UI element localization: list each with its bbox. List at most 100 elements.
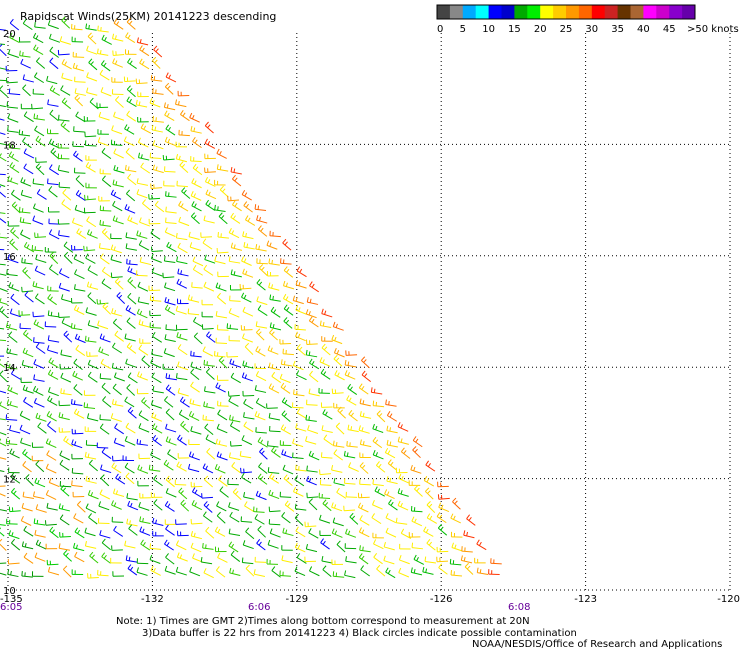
- wind-barb: [308, 498, 318, 511]
- wind-barb: [269, 425, 281, 433]
- wind-barb: [165, 124, 176, 136]
- wind-barb: [397, 436, 409, 445]
- wind-barb: [98, 501, 110, 511]
- wind-barb: [148, 285, 161, 292]
- wind-barb: [358, 425, 370, 434]
- wind-barb: [100, 253, 110, 265]
- wind-barb: [254, 556, 267, 563]
- wind-barb: [137, 137, 149, 148]
- wind-barb: [413, 554, 424, 565]
- wind-barb: [230, 212, 241, 224]
- wind-barb: [0, 538, 7, 551]
- wind-barb: [112, 318, 123, 331]
- wind-barb: [385, 399, 397, 407]
- wind-barb: [22, 491, 35, 499]
- wind-barb: [359, 545, 371, 553]
- wind-barb: [206, 331, 216, 343]
- wind-barb: [136, 308, 148, 319]
- wind-barb: [5, 362, 18, 370]
- wind-barb: [319, 320, 332, 328]
- wind-barb: [138, 501, 150, 511]
- wind-barb: [135, 99, 148, 108]
- wind-barb: [86, 87, 98, 96]
- wind-barb: [191, 201, 202, 212]
- wind-barb: [46, 502, 58, 511]
- wind-barb: [192, 136, 202, 149]
- wind-barb: [5, 65, 18, 72]
- wind-barb: [19, 216, 32, 225]
- wind-barb: [47, 345, 59, 354]
- wind-barb: [139, 45, 150, 57]
- wind-barb: [153, 499, 163, 511]
- wind-barb: [336, 487, 347, 499]
- wind-barb: [0, 572, 7, 576]
- wind-barb: [190, 518, 203, 525]
- wind-barb: [33, 374, 45, 382]
- wind-barb: [345, 556, 357, 564]
- wind-barb: [332, 571, 345, 578]
- wind-barb: [191, 500, 203, 511]
- wind-barb: [63, 241, 74, 253]
- wind-barb: [332, 321, 344, 331]
- wind-barb: [180, 499, 190, 512]
- wind-barb: [176, 256, 188, 265]
- wind-barb: [266, 440, 279, 448]
- wind-barb: [228, 414, 241, 423]
- wind-barb: [151, 412, 163, 422]
- wind-barb: [255, 244, 267, 252]
- wind-barb: [162, 272, 175, 279]
- wind-barb: [47, 335, 60, 343]
- wind-barb: [191, 282, 203, 289]
- wind-barb: [74, 94, 84, 107]
- wind-barb: [32, 203, 44, 213]
- wind-barb: [111, 308, 123, 317]
- wind-barb: [190, 350, 202, 358]
- wind-barb: [336, 540, 346, 553]
- wind-barb: [181, 187, 191, 199]
- wind-barb: [296, 370, 307, 381]
- wind-barb: [6, 101, 19, 109]
- wind-barb: [167, 449, 178, 461]
- wind-barb: [149, 543, 162, 550]
- wind-barb: [175, 232, 188, 241]
- wind-barb: [321, 555, 333, 564]
- wind-barb: [268, 362, 280, 371]
- wind-barb: [0, 432, 7, 436]
- wind-barb: [8, 506, 21, 513]
- wind-barb: [152, 423, 163, 434]
- note-line-2: 3)Data buffer is 22 hrs from 20141223 4)…: [142, 628, 577, 639]
- wind-barb: [359, 439, 372, 448]
- wind-barb: [35, 412, 47, 422]
- wind-barb: [321, 425, 333, 434]
- wind-barb: [371, 513, 382, 525]
- wind-barb: [33, 359, 45, 369]
- wind-barb: [136, 438, 148, 446]
- wind-barb: [388, 499, 398, 511]
- wind-barb: [294, 324, 306, 331]
- wind-barb: [89, 97, 99, 110]
- lon-tick-label: -123: [574, 594, 597, 605]
- wind-barb: [57, 219, 70, 225]
- wind-barb: [73, 126, 85, 133]
- wind-barb: [165, 423, 177, 433]
- wind-barb: [204, 153, 216, 160]
- wind-barb: [331, 388, 344, 395]
- wind-barb: [282, 293, 294, 305]
- wind-barb: [266, 271, 279, 277]
- wind-barb: [346, 395, 357, 406]
- wind-barb: [176, 461, 187, 472]
- wind-barb: [61, 97, 72, 110]
- wind-barb: [99, 219, 111, 227]
- wind-barb: [319, 514, 331, 524]
- wind-barb: [112, 488, 125, 498]
- wind-barb: [34, 293, 45, 305]
- legend-label: 5: [460, 24, 466, 35]
- wind-barb: [18, 129, 31, 137]
- wind-barb: [202, 463, 214, 474]
- wind-barb: [293, 389, 305, 397]
- wind-barb: [58, 282, 70, 292]
- wind-barb: [47, 293, 57, 306]
- wind-barb: [141, 397, 151, 409]
- wind-barb: [76, 228, 87, 240]
